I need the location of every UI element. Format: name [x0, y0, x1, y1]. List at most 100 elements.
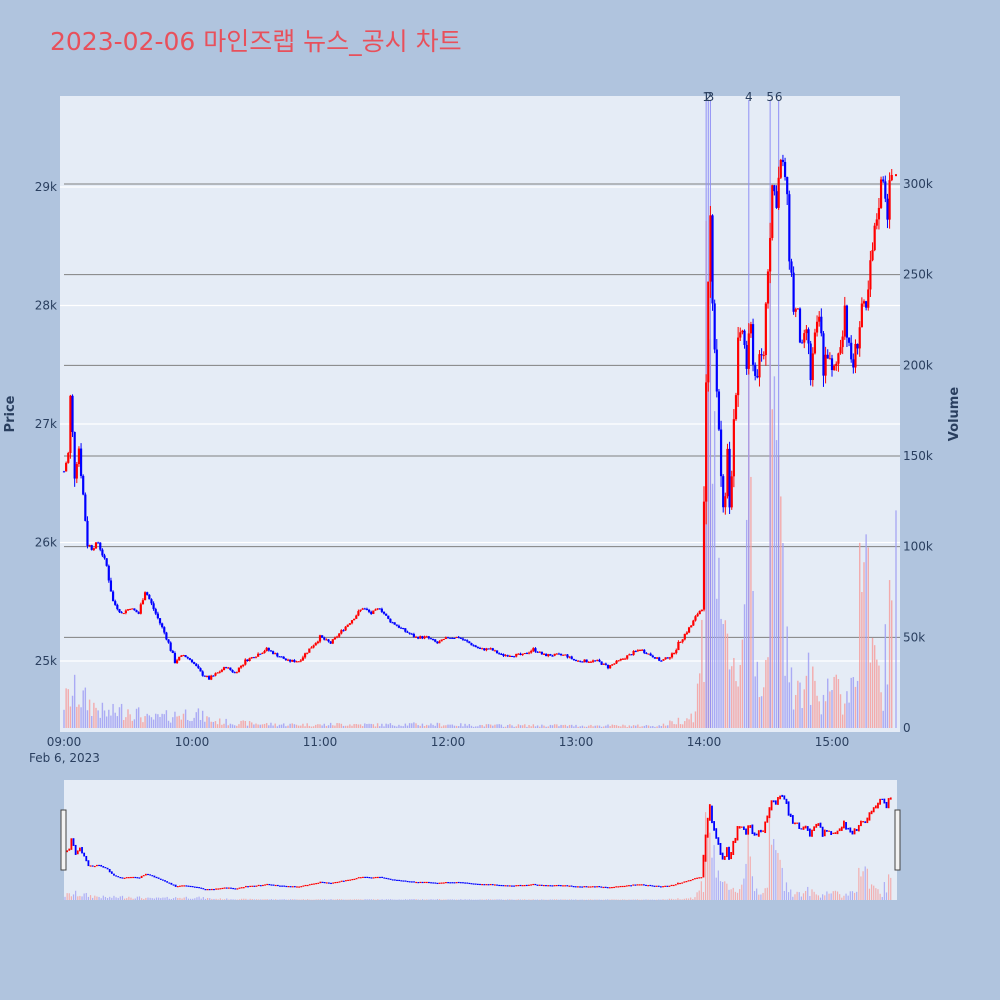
- volume-bar: [263, 723, 266, 728]
- candle: [500, 652, 503, 655]
- volume-bar: [692, 722, 695, 728]
- slider-candle: [227, 887, 230, 889]
- slider-volume-bar: [481, 899, 483, 900]
- slider-volume-bar: [283, 899, 285, 900]
- slider-volume-bar: [358, 899, 360, 900]
- volume-bar: [771, 409, 773, 728]
- slider-volume-bar: [415, 899, 417, 900]
- volume-bar: [696, 683, 699, 728]
- slider-candle: [666, 885, 669, 887]
- candle-body: [760, 354, 763, 356]
- slider-candle: [772, 800, 775, 803]
- slider-volume-bar: [585, 899, 588, 901]
- slider-candle: [730, 852, 733, 860]
- candle: [353, 618, 356, 621]
- slider-candle: [800, 828, 803, 830]
- candle: [235, 671, 238, 674]
- volume-bar: [236, 725, 238, 728]
- slider-candle: [538, 884, 541, 886]
- candle-body: [190, 659, 194, 663]
- slider-candle: [330, 882, 332, 885]
- volume-bar: [513, 726, 515, 728]
- slider-candle: [87, 860, 90, 867]
- slider-volume-bar: [438, 899, 441, 900]
- candle: [79, 443, 83, 479]
- candle: [233, 671, 236, 674]
- volume-bar: [611, 724, 613, 728]
- volume-bar: [161, 713, 163, 728]
- slider-candle: [504, 885, 507, 887]
- slider-volume-bar: [355, 899, 358, 900]
- candle: [355, 614, 358, 619]
- candle: [374, 608, 377, 611]
- slider-volume-bar: [619, 899, 622, 901]
- candle-body: [114, 601, 117, 605]
- candle: [444, 636, 447, 640]
- main-plot[interactable]: 123 4 5 6: [60, 90, 900, 732]
- slider-volume-bar: [132, 898, 134, 900]
- candle-body: [453, 637, 456, 639]
- volume-bar: [536, 725, 539, 728]
- candle: [837, 352, 840, 372]
- slider-candle: [298, 886, 301, 888]
- slider-candle: [749, 825, 752, 829]
- candle: [218, 670, 221, 674]
- slider-volume-bar: [151, 898, 153, 900]
- volume-bar: [419, 725, 421, 728]
- candle-body: [741, 330, 744, 333]
- slider-candle: [419, 881, 422, 884]
- slider-volume-bar: [700, 881, 702, 900]
- candle-body: [664, 657, 667, 660]
- candle-body: [485, 648, 488, 651]
- volume-bar: [669, 720, 671, 728]
- volume-bar: [856, 680, 859, 728]
- volume-bar: [408, 723, 411, 728]
- slider-volume-bar: [473, 899, 475, 901]
- candle: [410, 632, 413, 635]
- candle: [882, 176, 885, 184]
- slider-candle: [462, 882, 464, 884]
- volume-bar: [588, 725, 590, 728]
- volume-bar: [824, 701, 827, 728]
- slider-volume-bar: [251, 899, 253, 900]
- volume-bar: [312, 726, 315, 728]
- slider-volume-bar: [511, 899, 513, 901]
- slider-volume-bar: [464, 899, 466, 900]
- range-slider[interactable]: [60, 780, 901, 901]
- candle-body: [705, 382, 708, 502]
- candle-body: [252, 657, 255, 659]
- slider-candle: [270, 884, 273, 886]
- range-slider-right-handle[interactable]: [894, 809, 901, 871]
- range-slider-left-handle[interactable]: [60, 809, 67, 871]
- volume-bar: [833, 676, 835, 728]
- slider-volume-bar: [277, 899, 279, 901]
- slider-volume-bar: [613, 899, 615, 900]
- slider-volume-bar: [592, 899, 594, 901]
- slider-volume-bar: [628, 899, 630, 901]
- annotation-label: 4: [745, 90, 753, 104]
- slider-volume-bar: [211, 898, 213, 900]
- slider-volume-bar: [498, 899, 500, 900]
- slider-volume-bar: [675, 899, 677, 900]
- slider-volume-bar: [243, 898, 245, 900]
- candle: [169, 641, 172, 652]
- candle: [197, 664, 200, 669]
- slider-candle: [336, 881, 339, 884]
- slider-volume-bar: [353, 899, 356, 900]
- slider-volume-bar: [221, 899, 224, 900]
- slider-volume-bar: [870, 884, 873, 900]
- slider-volume-bar: [609, 899, 611, 901]
- candle: [615, 660, 618, 664]
- slider-volume-bar: [575, 899, 577, 900]
- volume-bar: [276, 726, 279, 728]
- candle: [152, 601, 155, 611]
- candle-body: [350, 620, 354, 624]
- slider-volume-bar: [707, 825, 709, 900]
- slider-volume-bar: [768, 815, 771, 900]
- slider-candle: [66, 850, 69, 853]
- candle-body: [677, 641, 680, 651]
- slider-volume-bar: [794, 894, 796, 900]
- volume-bar: [859, 542, 861, 728]
- candle: [207, 675, 211, 680]
- slider-volume-bar: [724, 881, 726, 900]
